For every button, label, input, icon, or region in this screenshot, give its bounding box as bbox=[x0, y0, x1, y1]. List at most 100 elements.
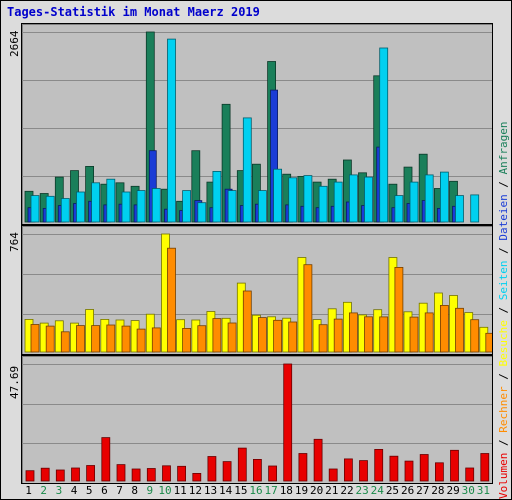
bar-seiten-day-24 bbox=[379, 47, 389, 223]
x-tick-label: 21 bbox=[325, 484, 339, 497]
bar-seiten-day-26 bbox=[409, 181, 419, 223]
bar-volumen-day-11 bbox=[177, 465, 187, 482]
bar-volumen-day-31 bbox=[480, 453, 490, 482]
bar-rechner-day-26 bbox=[409, 316, 419, 353]
bar-seiten-day-7 bbox=[121, 191, 131, 223]
x-tick-label: 24 bbox=[370, 484, 384, 497]
chart-title: Tages-Statistik im Monat Maerz 2019 bbox=[7, 5, 260, 19]
bar-volumen-day-23 bbox=[359, 460, 368, 482]
bar-rechner-day-4 bbox=[76, 325, 85, 353]
bar-rechner-day-28 bbox=[439, 305, 449, 353]
visits-chart bbox=[22, 233, 492, 353]
x-tick-label: 23 bbox=[355, 484, 369, 497]
bar-volumen-day-17 bbox=[268, 465, 278, 482]
x-tick-label: 9 bbox=[146, 484, 154, 497]
bar-volumen-day-29 bbox=[450, 449, 459, 482]
x-tick-label: 8 bbox=[131, 484, 139, 497]
bar-volumen-day-30 bbox=[465, 467, 475, 482]
series-legend: Volumen / Rechner / Besuche / Seiten / D… bbox=[497, 121, 510, 499]
bar-rechner-day-23 bbox=[364, 316, 373, 353]
legend-separator: / bbox=[497, 432, 510, 453]
bar-volumen-day-13 bbox=[207, 456, 217, 482]
y-max-label-volume: 47.69 bbox=[8, 365, 21, 399]
x-tick-label: 19 bbox=[294, 484, 309, 497]
bar-volumen-day-26 bbox=[404, 460, 414, 482]
x-tick-label: 2 bbox=[40, 484, 48, 497]
bar-volumen-day-27 bbox=[419, 454, 429, 482]
bar-rechner-day-19 bbox=[303, 264, 313, 353]
x-tick-label: 10 bbox=[158, 484, 172, 497]
x-tick-label: 17 bbox=[264, 484, 278, 497]
x-tick-label: 28 bbox=[431, 484, 445, 497]
bar-volumen-day-2 bbox=[40, 467, 50, 482]
bar-seiten-day-11 bbox=[182, 190, 192, 223]
bar-rechner-day-2 bbox=[45, 325, 55, 353]
legend-item-dateien: Dateien bbox=[497, 194, 510, 241]
bar-volumen-day-20 bbox=[313, 438, 323, 482]
bar-volumen-day-21 bbox=[328, 468, 338, 482]
x-tick-label: 6 bbox=[101, 484, 108, 497]
legend-separator: / bbox=[497, 366, 510, 387]
panel-visits bbox=[21, 225, 493, 355]
x-tick-label: 3 bbox=[55, 484, 63, 497]
bar-volumen-day-18 bbox=[283, 363, 293, 482]
x-tick-label: 15 bbox=[234, 484, 248, 497]
bar-volumen-day-28 bbox=[434, 462, 444, 482]
bar-seiten-day-20 bbox=[318, 185, 328, 223]
bar-volumen-day-1 bbox=[25, 470, 35, 482]
x-tick-label: 30 bbox=[461, 484, 475, 497]
bar-seiten-day-27 bbox=[424, 174, 434, 223]
bar-rechner-day-15 bbox=[242, 290, 252, 353]
x-tick-label: 16 bbox=[249, 484, 263, 497]
x-tick-label: 26 bbox=[400, 484, 415, 497]
x-axis-day-labels: 1 2 3 4 5 6 7 8 9 10 11 12 13 14 15 16 17 18 19 20 21 22 23 24 2… bbox=[21, 484, 491, 498]
bar-rechner-day-30 bbox=[470, 319, 480, 353]
legend-separator: / bbox=[497, 300, 510, 321]
bar-seiten-day-30 bbox=[470, 194, 480, 223]
bar-seiten-day-29 bbox=[455, 195, 464, 223]
x-tick-label: 1 bbox=[25, 484, 32, 497]
bar-rechner-day-31 bbox=[485, 332, 492, 353]
bar-volumen-day-4 bbox=[71, 467, 80, 482]
bar-volumen-day-14 bbox=[222, 461, 232, 482]
bar-volumen-day-8 bbox=[131, 468, 141, 482]
bar-volumen-day-9 bbox=[146, 468, 156, 482]
bar-seiten-day-9 bbox=[151, 188, 161, 223]
bar-seiten-day-13 bbox=[212, 170, 222, 223]
bar-rechner-day-3 bbox=[60, 331, 70, 353]
bar-rechner-day-1 bbox=[30, 324, 40, 353]
bar-rechner-day-29 bbox=[455, 307, 464, 353]
bar-rechner-day-7 bbox=[121, 325, 131, 353]
bar-rechner-day-12 bbox=[197, 325, 207, 353]
panel-requests bbox=[21, 23, 493, 225]
bar-seiten-day-15 bbox=[242, 117, 252, 223]
bar-seiten-day-1 bbox=[30, 195, 40, 223]
bar-volumen-day-12 bbox=[192, 473, 202, 482]
bar-seiten-day-3 bbox=[60, 198, 70, 223]
legend-item-besuche: Besuche bbox=[497, 320, 510, 367]
x-tick-label: 5 bbox=[85, 484, 93, 497]
bar-seiten-day-28 bbox=[439, 171, 449, 223]
bar-seiten-day-25 bbox=[394, 195, 404, 223]
legend-item-volumen: Volumen bbox=[497, 452, 510, 499]
x-tick-label: 27 bbox=[416, 484, 430, 497]
x-tick-label: 13 bbox=[203, 484, 218, 497]
bar-seiten-day-21 bbox=[333, 181, 343, 223]
bar-seiten-day-10 bbox=[167, 38, 176, 223]
bar-seiten-day-2 bbox=[45, 195, 55, 223]
bar-volumen-day-25 bbox=[389, 455, 399, 482]
x-tick-label: 7 bbox=[116, 484, 123, 497]
legend-separator: / bbox=[497, 240, 510, 261]
bar-seiten-day-23 bbox=[364, 176, 373, 223]
bar-volumen-day-10 bbox=[162, 465, 171, 482]
legend-item-rechner: Rechner bbox=[497, 386, 510, 433]
bar-volumen-day-22 bbox=[343, 458, 353, 482]
bar-volumen-day-16 bbox=[252, 459, 262, 482]
x-tick-label: 14 bbox=[219, 484, 233, 497]
bar-volumen-day-3 bbox=[55, 469, 65, 482]
y-max-label-requests: 2664 bbox=[8, 30, 21, 58]
bar-volumen-day-5 bbox=[86, 465, 95, 482]
bar-seiten-day-16 bbox=[257, 190, 267, 223]
x-tick-label: 29 bbox=[446, 484, 460, 497]
bar-seiten-day-4 bbox=[76, 191, 85, 223]
